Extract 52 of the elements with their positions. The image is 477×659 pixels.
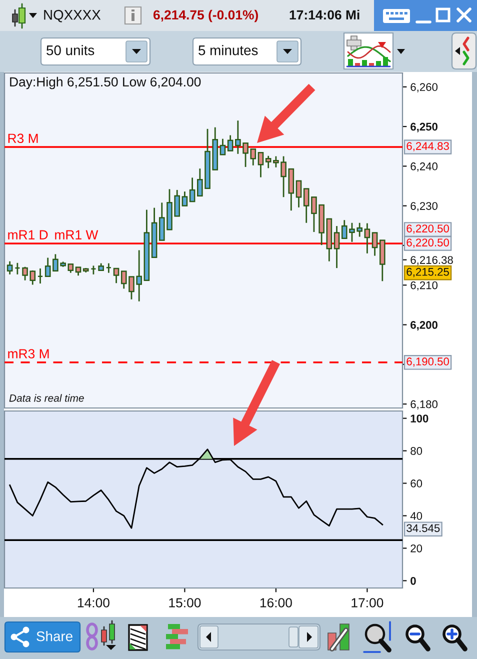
candlestick: [258, 152, 264, 178]
text: 6,220.50: [406, 224, 449, 234]
candlestick: [220, 138, 226, 156]
ref-line-label: R3 M: [8, 134, 38, 144]
y-tick-label: 6,216.38: [410, 256, 453, 266]
candlestick: [106, 262, 112, 274]
text: 50 units: [46, 45, 94, 56]
text: 6,190.50: [406, 358, 449, 367]
text: 34.545: [406, 524, 440, 532]
candlestick: [6, 260, 13, 276]
candlestick: [334, 225, 340, 269]
candlestick: [113, 268, 120, 284]
y-tick-label: 40: [410, 512, 422, 520]
y-tick-label: 100: [410, 414, 428, 422]
y-tick-label: 80: [410, 447, 422, 455]
y-tick-label: 6,260: [410, 83, 438, 92]
candlestick: [372, 232, 378, 256]
y-tick-label: 0: [410, 576, 416, 585]
ref-line-label: mR3 M: [8, 349, 49, 358]
annotation: Day:High 6,251.50 Low 6,204.00: [10, 76, 201, 90]
x-tick-label: 16:00: [260, 598, 292, 608]
y-tick-label: 6,250: [410, 122, 438, 132]
candlestick: [182, 190, 188, 207]
candlestick: [379, 240, 386, 282]
y-tick-label: 6,240: [410, 162, 438, 172]
y-tick-label: 6,210: [410, 281, 438, 291]
ref-line-label: mR1 D: [8, 230, 48, 240]
candlestick: [189, 176, 196, 202]
y-tick-label: 20: [410, 544, 422, 552]
y-tick-label: 6,230: [410, 202, 438, 212]
chart-subtitle: 6,214.75 (-0.01%): [153, 10, 258, 22]
x-tick-label: 15:00: [169, 598, 201, 608]
y-tick-label: 6,180: [410, 400, 438, 410]
text: 17:14:06 Mi: [290, 10, 360, 20]
text: 6,220.50: [406, 238, 449, 248]
text: 5 minutes: [198, 45, 258, 56]
candlestick: [227, 134, 234, 152]
annotation: Data is real time: [9, 394, 84, 402]
chart-title: NQXXXX: [44, 10, 101, 22]
x-tick-label: 14:00: [78, 598, 110, 608]
candlestick: [37, 268, 44, 284]
y-tick-label: 60: [410, 480, 422, 488]
text: Share: [36, 631, 72, 642]
text: 6,215.25: [406, 268, 449, 278]
y-tick-label: 6,200: [410, 321, 438, 330]
annotation: mR1 W: [55, 230, 98, 240]
candlestick: [14, 262, 20, 276]
candlestick: [364, 222, 370, 254]
text: 6,244.83: [406, 142, 449, 152]
x-tick-label: 17:00: [352, 598, 384, 608]
candlestick: [296, 180, 302, 208]
candlestick: [44, 257, 51, 278]
